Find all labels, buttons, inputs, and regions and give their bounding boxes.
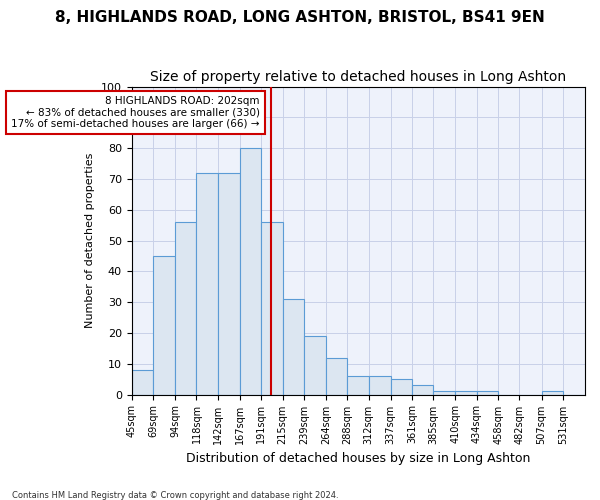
Bar (368, 376, 391, 394)
Y-axis label: Number of detached properties: Number of detached properties (85, 153, 95, 328)
Bar (391, 379, 412, 394)
Bar (455, 392, 477, 394)
Text: 8, HIGHLANDS ROAD, LONG ASHTON, BRISTOL, BS41 9EN: 8, HIGHLANDS ROAD, LONG ASHTON, BRISTOL,… (55, 10, 545, 25)
Bar (218, 173, 240, 394)
Bar (132, 370, 153, 394)
Bar (542, 392, 563, 394)
Bar (347, 376, 368, 394)
Bar (153, 256, 175, 394)
Bar (433, 392, 455, 394)
Title: Size of property relative to detached houses in Long Ashton: Size of property relative to detached ho… (151, 70, 566, 84)
Bar (412, 386, 433, 394)
Bar (326, 358, 347, 395)
Bar (477, 392, 498, 394)
Bar (196, 173, 218, 394)
Text: 8 HIGHLANDS ROAD: 202sqm
← 83% of detached houses are smaller (330)
17% of semi-: 8 HIGHLANDS ROAD: 202sqm ← 83% of detach… (11, 96, 260, 129)
Bar (175, 222, 196, 394)
Bar (283, 299, 304, 394)
Bar (240, 148, 261, 394)
Bar (261, 222, 283, 394)
Text: Contains HM Land Registry data © Crown copyright and database right 2024.: Contains HM Land Registry data © Crown c… (12, 490, 338, 500)
X-axis label: Distribution of detached houses by size in Long Ashton: Distribution of detached houses by size … (186, 452, 530, 465)
Bar (304, 336, 326, 394)
